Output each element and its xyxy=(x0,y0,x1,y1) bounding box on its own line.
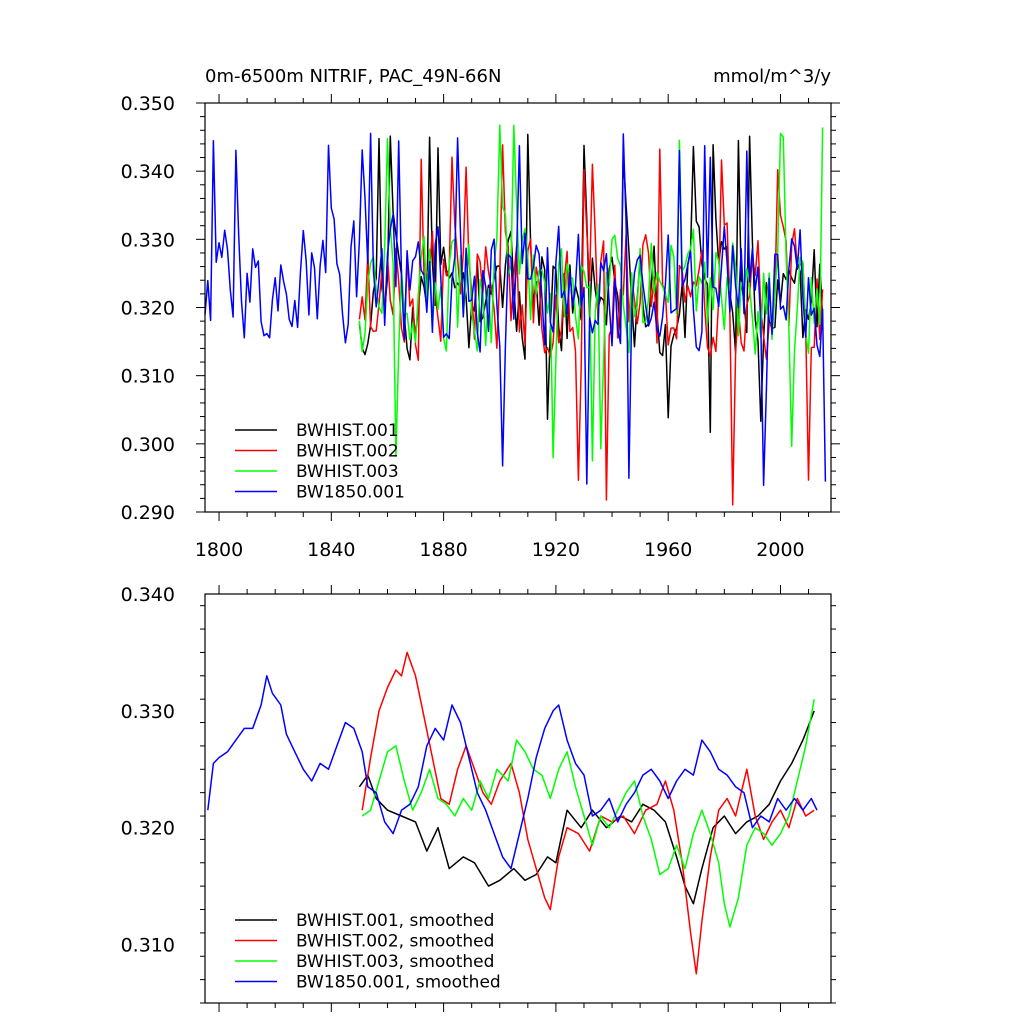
bottom-plot-frame xyxy=(204,593,832,1004)
x-tick-label: 1840 xyxy=(307,539,355,561)
series-line-bwhist-003 xyxy=(358,124,824,462)
x-tick-label: 1880 xyxy=(419,539,467,561)
y-tick-label: 0.320 xyxy=(121,818,175,840)
chart-units: mmol/m^3/y xyxy=(713,66,831,87)
legend-label: BWHIST.001, smoothed xyxy=(296,911,494,931)
legend-label: BWHIST.003, smoothed xyxy=(296,952,494,972)
y-tick-label: 0.320 xyxy=(121,298,175,320)
y-tick-label: 0.310 xyxy=(121,366,175,388)
bottom-panel: 0.310 0.320 0.330 0.340 BWHIST.001, smoothe… xyxy=(121,584,836,1012)
series-line-bwhist-003-smoothed xyxy=(361,699,815,928)
y-tick-label: 0.340 xyxy=(121,161,175,183)
y-tick-label: 0.300 xyxy=(121,434,175,456)
x-tick-label: 1960 xyxy=(644,539,692,561)
chart-title: 0m-6500m NITRIF, PAC_49N-66N xyxy=(205,66,501,87)
top-series-group xyxy=(204,124,827,506)
legend-label: BWHIST.002, smoothed xyxy=(296,932,494,952)
legend-label: BW1850.001, smoothed xyxy=(296,973,501,993)
series-line-bw1850-001 xyxy=(204,132,827,487)
legend-label: BWHIST.001 xyxy=(296,421,399,441)
y-tick-label: 0.310 xyxy=(121,935,175,957)
x-tick-label: 1800 xyxy=(195,539,243,561)
x-tick-label: 1920 xyxy=(532,539,580,561)
y-tick-label: 0.340 xyxy=(121,584,175,606)
bottom-series-group xyxy=(207,651,818,975)
y-tick-label: 0.350 xyxy=(121,93,175,115)
series-line-bw1850-001-smoothed xyxy=(207,675,818,870)
series-line-bwhist-001-smoothed xyxy=(358,710,815,905)
series-line-bwhist-002-smoothed xyxy=(361,651,815,975)
y-tick-label: 0.330 xyxy=(121,701,175,723)
legend-label: BWHIST.003 xyxy=(296,462,399,482)
legend-label: BWHIST.002 xyxy=(296,442,399,462)
legend-label: BW1850.001 xyxy=(296,483,405,503)
top-panel: 0m-6500m NITRIF, PAC_49N-66N mmol/m^3/y … xyxy=(121,66,840,561)
y-tick-label: 0.290 xyxy=(121,502,175,524)
x-tick-label: 2000 xyxy=(756,539,804,561)
series-line-bwhist-002 xyxy=(358,144,824,506)
y-tick-label: 0.330 xyxy=(121,229,175,251)
